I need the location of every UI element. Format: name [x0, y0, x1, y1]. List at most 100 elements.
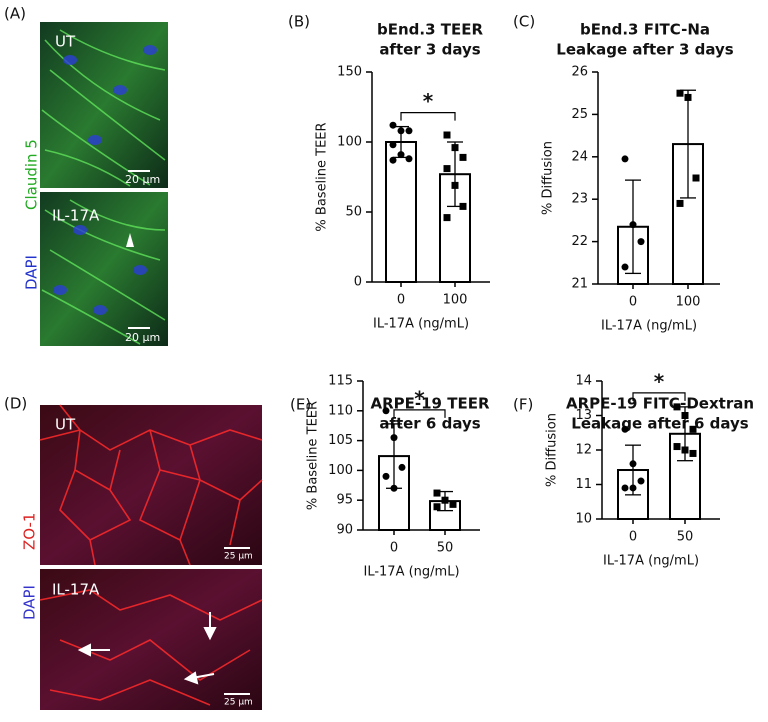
- data-point: [621, 155, 629, 163]
- significance-bracket: [393, 409, 446, 418]
- y-tick-label: 12: [575, 443, 592, 458]
- y-tick-label: 90: [336, 523, 353, 538]
- chart-title: ARPE-19 TEER: [371, 395, 490, 413]
- x-tick-label: 50: [677, 530, 694, 545]
- data-point: [397, 151, 405, 159]
- texture: [41, 29, 166, 345]
- chart-title: ARPE-19 FITC-Dextran: [566, 395, 754, 413]
- data-point: [389, 121, 397, 129]
- y-axis-title: % Baseline TEER: [315, 122, 330, 231]
- x-tick-label: 0: [390, 541, 398, 556]
- data-point: [405, 127, 413, 135]
- data-point: [621, 263, 629, 271]
- data-point: [451, 181, 459, 189]
- panel-label: (A): [4, 5, 26, 23]
- y-tick-label: 95: [336, 493, 353, 508]
- significance-bracket: [400, 112, 456, 121]
- significance-label: *: [423, 89, 434, 113]
- stain-label: DAPI: [23, 255, 41, 290]
- data-point: [692, 174, 700, 182]
- y-tick-label: 23: [571, 192, 588, 207]
- y-tick-label: 0: [354, 275, 362, 290]
- data-point: [405, 155, 413, 163]
- data-point: [451, 144, 459, 152]
- scale-label: 25 μm: [224, 698, 253, 708]
- condition-label: IL-17A: [52, 581, 100, 599]
- data-point: [681, 412, 689, 419]
- data-point: [681, 446, 689, 454]
- panel-label: (F): [513, 396, 533, 414]
- panel-a: (A) DAPI Claudin 5 UT IL-17A 20 μm 20 μm: [4, 5, 212, 346]
- chart-title: Leakage after 6 days: [571, 415, 749, 433]
- panel-d: (D) DAPI ZO-1 UT IL-17A 25 μm 25 μm: [4, 395, 263, 710]
- data-point: [443, 165, 451, 173]
- data-point: [689, 449, 697, 457]
- chart-title: after 6 days: [379, 415, 480, 433]
- condition-label: UT: [55, 33, 76, 51]
- data-point: [629, 460, 637, 468]
- panel-label: (E): [290, 396, 311, 414]
- y-tick-label: 11: [575, 477, 592, 492]
- data-point: [441, 496, 449, 504]
- stain-label: DAPI: [21, 585, 39, 620]
- data-point: [676, 89, 684, 97]
- chart-title: bEnd.3 FITC-Na: [580, 21, 710, 39]
- x-tick-label: 0: [397, 293, 405, 308]
- data-point: [637, 477, 645, 485]
- stain-label: Claudin 5: [23, 139, 41, 210]
- data-point: [443, 214, 451, 222]
- data-point: [397, 127, 405, 135]
- y-tick-label: 110: [328, 403, 353, 418]
- scale-label: 25 μm: [224, 552, 253, 562]
- chart-title: after 3 days: [379, 41, 480, 59]
- y-tick-label: 13: [575, 408, 592, 423]
- y-tick-label: 26: [571, 65, 588, 80]
- arrowhead: [198, 262, 212, 272]
- data-point: [433, 503, 441, 511]
- chart-title: Leakage after 3 days: [556, 41, 734, 59]
- y-tick-label: 105: [328, 433, 353, 448]
- y-axis-title: % Baseline TEER: [306, 401, 321, 510]
- data-point: [433, 489, 441, 497]
- y-tick-label: 24: [571, 149, 588, 164]
- y-tick-label: 10: [575, 512, 592, 527]
- data-point: [676, 199, 684, 207]
- panel-label: (C): [513, 13, 535, 31]
- data-point: [689, 425, 697, 433]
- panel-label: (D): [4, 395, 27, 413]
- scale-label: 20 μm: [125, 173, 160, 186]
- significance-label: *: [414, 386, 425, 410]
- data-point: [443, 131, 451, 139]
- x-axis-title: IL-17A (ng/mL): [601, 319, 697, 334]
- y-tick-label: 150: [337, 65, 362, 80]
- data-point: [459, 202, 467, 210]
- significance-label: *: [654, 369, 665, 393]
- data-point: [684, 93, 692, 101]
- scale-label: 20 μm: [125, 331, 160, 344]
- significance-bracket: [632, 392, 686, 401]
- data-point: [390, 434, 398, 442]
- data-point: [390, 484, 398, 492]
- condition-label: IL-17A: [52, 207, 100, 225]
- data-point: [637, 238, 645, 246]
- data-point: [459, 153, 467, 161]
- bar: [385, 141, 417, 283]
- y-tick-label: 50: [345, 205, 362, 220]
- data-point: [389, 141, 397, 149]
- data-point: [382, 472, 390, 480]
- x-tick-label: 0: [629, 295, 637, 310]
- chart-title: bEnd.3 TEER: [377, 21, 483, 39]
- data-point: [382, 407, 390, 415]
- y-tick-label: 22: [571, 234, 588, 249]
- arrowhead: [126, 233, 134, 247]
- data-point: [389, 156, 397, 164]
- x-tick-label: 50: [437, 541, 454, 556]
- data-point: [621, 425, 629, 433]
- y-tick-label: 100: [337, 135, 362, 150]
- y-tick-label: 25: [571, 107, 588, 122]
- x-tick-label: 100: [443, 293, 468, 308]
- texture: [39, 404, 263, 706]
- y-tick-label: 21: [571, 277, 588, 292]
- stain-label: ZO-1: [21, 513, 39, 550]
